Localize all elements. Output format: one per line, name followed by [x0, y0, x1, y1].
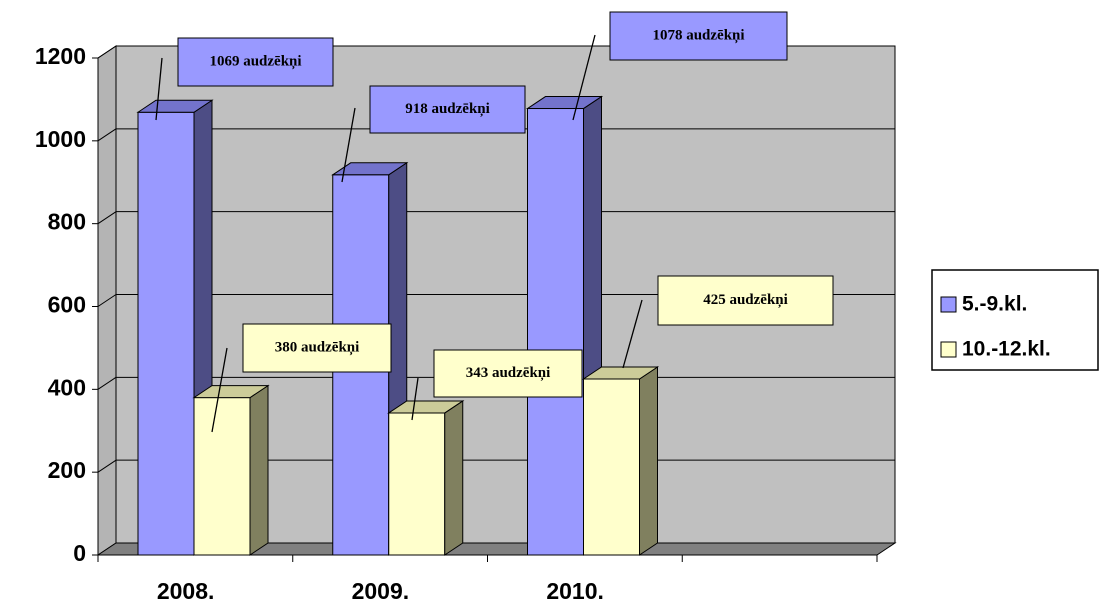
grid-line-side — [97, 128, 117, 142]
value-label: 1078 audzēkņi — [652, 27, 744, 43]
bar — [137, 111, 195, 556]
grid-line-side — [97, 211, 117, 225]
x-tick-label: 2010. — [546, 578, 604, 604]
value-label-box — [433, 349, 583, 398]
bar-top — [387, 400, 465, 414]
x-tick-label: 2008. — [157, 578, 215, 604]
leader-line — [211, 347, 228, 433]
legend — [931, 269, 1099, 371]
grid-line-side — [97, 376, 117, 390]
value-label: 918 audzēkņi — [405, 101, 490, 117]
value-label-box — [242, 323, 392, 373]
y-tick-label: 1000 — [35, 126, 86, 152]
legend-label: 10.-12.kl. — [962, 338, 1051, 361]
value-label: 380 audzēkņi — [275, 339, 360, 355]
leader-line — [411, 377, 419, 421]
grid-line-side — [97, 459, 117, 473]
bar-side — [444, 400, 464, 556]
grid-line-side — [97, 294, 117, 307]
x-tick-label: 2009. — [352, 578, 410, 604]
y-tick-label: 1200 — [35, 43, 86, 69]
value-label-box — [369, 85, 526, 134]
bar — [583, 378, 640, 556]
value-label-box — [657, 275, 834, 326]
bar-top — [581, 366, 660, 380]
y-tick-label: 600 — [48, 292, 86, 318]
bar-top — [525, 96, 604, 110]
y-tick-label: 200 — [48, 457, 86, 483]
leader-line — [622, 299, 643, 369]
value-label-box — [177, 37, 334, 87]
bar — [527, 108, 584, 556]
value-label: 1069 audzēkņi — [209, 53, 301, 69]
y-tick-label: 800 — [48, 209, 86, 235]
bar-side — [249, 384, 269, 556]
y-tick-label: 400 — [48, 374, 86, 400]
legend-swatch — [940, 341, 957, 358]
legend-label: 5.-9.kl. — [962, 293, 1027, 316]
bar — [193, 397, 251, 556]
bar-top — [192, 385, 270, 399]
value-label: 425 audzēkņi — [703, 292, 788, 308]
bar-side — [639, 366, 658, 556]
y-tick-label: 0 — [73, 540, 86, 566]
grid-line-side — [97, 45, 117, 59]
legend-swatch — [940, 296, 957, 313]
leader-line — [155, 57, 163, 121]
leader-line — [572, 34, 596, 121]
bar — [388, 412, 446, 556]
value-label-box — [609, 11, 788, 61]
value-label: 343 audzēkņi — [466, 365, 551, 381]
leader-line — [341, 107, 356, 183]
